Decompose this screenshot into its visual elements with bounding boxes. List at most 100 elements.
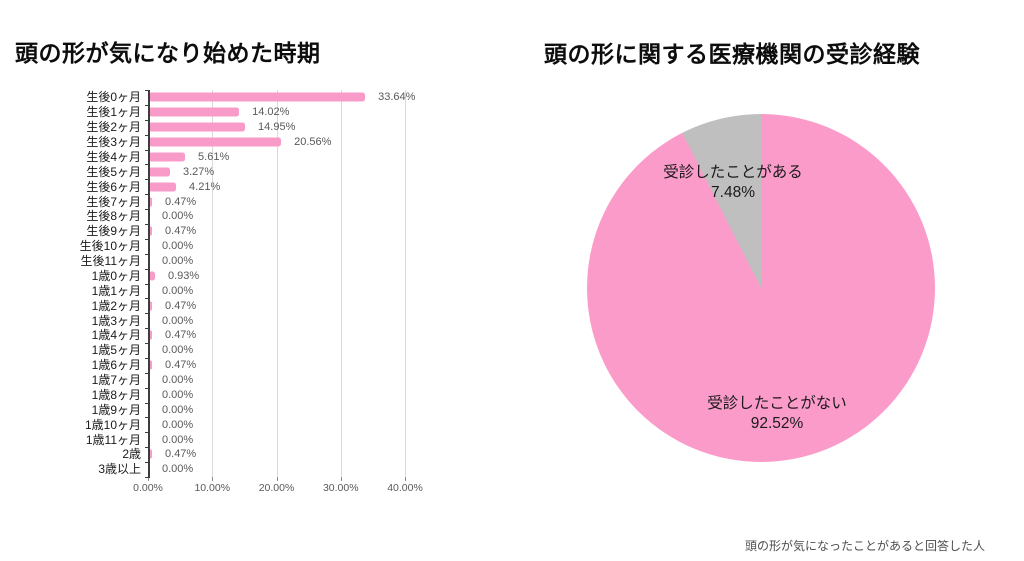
bar-row: 生後11ヶ月 0.00% bbox=[0, 254, 422, 269]
category-label: 生後7ヶ月 bbox=[86, 194, 141, 209]
value-label: 0.00% bbox=[162, 240, 194, 253]
x-axis-tick-label: 10.00% bbox=[194, 482, 231, 494]
x-axis-tick bbox=[212, 477, 214, 481]
pie-slice-not-visited-name: 受診したことがない bbox=[707, 395, 847, 412]
bar-chart-title: 頭の形が気になり始めた時期 bbox=[15, 40, 321, 66]
value-label: 0.47% bbox=[165, 299, 197, 312]
y-axis-tick bbox=[145, 313, 149, 315]
category-label: 1歳2ヶ月 bbox=[91, 298, 141, 313]
bar-track: 14.02% bbox=[149, 105, 422, 120]
category-label: 生後4ヶ月 bbox=[86, 149, 141, 164]
y-axis-tick bbox=[145, 119, 149, 121]
category-label: 3歳以上 bbox=[98, 462, 141, 477]
bar-row: 1歳1ヶ月 0.00% bbox=[0, 283, 422, 298]
y-axis-tick bbox=[145, 477, 149, 478]
value-label: 14.95% bbox=[258, 121, 296, 134]
bar-track: 0.00% bbox=[149, 343, 422, 358]
y-axis-tick bbox=[145, 90, 149, 91]
y-axis-tick bbox=[145, 387, 149, 389]
value-label: 0.00% bbox=[162, 374, 194, 387]
footnote: 頭の形が気になったことがあると回答した人 bbox=[744, 539, 985, 553]
value-label: 0.00% bbox=[162, 284, 194, 297]
bar-track: 0.93% bbox=[149, 269, 422, 284]
y-axis-tick bbox=[145, 104, 149, 106]
category-label: 1歳6ヶ月 bbox=[91, 358, 141, 373]
value-label: 33.64% bbox=[378, 91, 416, 104]
pie-chart-title: 頭の形に関する医療機関の受診経験 bbox=[544, 41, 920, 67]
value-label: 0.00% bbox=[162, 433, 194, 446]
y-axis-tick bbox=[145, 402, 149, 404]
category-label: 1歳7ヶ月 bbox=[91, 373, 141, 388]
bar-track: 0.47% bbox=[149, 194, 422, 209]
category-label: 生後3ヶ月 bbox=[86, 135, 141, 150]
gridline bbox=[276, 90, 278, 477]
bar-row: 生後3ヶ月 20.56% bbox=[0, 135, 422, 150]
bar-track: 0.00% bbox=[149, 402, 422, 417]
value-label: 3.27% bbox=[183, 165, 215, 178]
category-label: 1歳5ヶ月 bbox=[91, 343, 141, 358]
y-axis-tick bbox=[145, 164, 149, 166]
bar-track: 0.47% bbox=[149, 298, 422, 313]
bar bbox=[149, 271, 155, 281]
value-label: 0.47% bbox=[165, 359, 197, 372]
x-axis-tick bbox=[340, 477, 342, 481]
pie-slice-label-visited: 受診したことがある 7.48% bbox=[663, 163, 803, 202]
value-label: 0.93% bbox=[167, 269, 200, 282]
value-label: 14.02% bbox=[252, 106, 290, 119]
y-axis-tick bbox=[145, 343, 149, 345]
bar-row: 1歳7ヶ月 0.00% bbox=[0, 373, 422, 388]
value-label: 0.00% bbox=[162, 314, 194, 327]
bar bbox=[149, 152, 186, 162]
bar bbox=[149, 137, 282, 147]
bar bbox=[149, 182, 177, 192]
bar-row: 生後7ヶ月 0.47% bbox=[0, 194, 422, 209]
y-axis-tick bbox=[145, 283, 149, 285]
y-axis-tick bbox=[145, 447, 149, 449]
pie-slice-label-not-visited: 受診したことがない 92.52% bbox=[707, 394, 847, 433]
value-label: 0.00% bbox=[162, 210, 194, 223]
bar-track: 0.00% bbox=[149, 388, 422, 403]
bar-row: 1歳6ヶ月 0.47% bbox=[0, 358, 422, 373]
bar-row: 1歳2ヶ月 0.47% bbox=[0, 298, 422, 313]
bar-row: 生後10ヶ月 0.00% bbox=[0, 239, 422, 254]
category-label: 1歳11ヶ月 bbox=[85, 432, 141, 447]
value-label: 0.47% bbox=[165, 195, 197, 208]
bar-track: 3.27% bbox=[149, 164, 422, 179]
category-label: 生後10ヶ月 bbox=[79, 239, 141, 254]
value-label: 0.00% bbox=[162, 255, 194, 268]
bar bbox=[149, 122, 246, 132]
pie-slice-visited-percent: 7.48% bbox=[711, 183, 755, 201]
category-label: 生後1ヶ月 bbox=[86, 105, 141, 120]
gridline bbox=[340, 90, 342, 477]
bar-track: 0.00% bbox=[149, 313, 422, 328]
bar-track: 0.47% bbox=[149, 447, 422, 462]
y-axis-tick bbox=[145, 268, 149, 270]
pie-chart bbox=[587, 114, 935, 462]
bar-row: 1歳3ヶ月 0.00% bbox=[0, 313, 422, 328]
category-label: 生後5ヶ月 bbox=[86, 164, 141, 179]
bar-row: 1歳11ヶ月 0.00% bbox=[0, 432, 422, 447]
x-axis-tick-label: 20.00% bbox=[258, 482, 295, 494]
bar-row: 生後6ヶ月 4.21% bbox=[0, 179, 422, 194]
gridline bbox=[405, 90, 406, 477]
y-axis-tick bbox=[145, 372, 149, 374]
y-axis-tick bbox=[145, 253, 149, 255]
bar-row: 生後0ヶ月 33.64% bbox=[0, 90, 422, 105]
bar bbox=[149, 107, 240, 117]
bar bbox=[149, 226, 153, 236]
bar-row: 1歳5ヶ月 0.00% bbox=[0, 343, 422, 358]
bar-track: 33.64% bbox=[149, 90, 422, 105]
value-label: 0.00% bbox=[162, 463, 194, 476]
y-axis-tick bbox=[145, 149, 149, 151]
value-label: 0.00% bbox=[162, 418, 194, 431]
bar bbox=[149, 330, 153, 340]
bar-chart-rows: 生後0ヶ月 33.64% 生後1ヶ月 14.02% 生後2ヶ月 14.95% 生後3ヶ月 20… bbox=[0, 90, 422, 477]
category-label: 1歳3ヶ月 bbox=[91, 313, 141, 328]
bar bbox=[149, 360, 153, 370]
y-axis-tick bbox=[145, 462, 149, 464]
category-label: 1歳8ヶ月 bbox=[91, 387, 141, 402]
bar-row: 生後5ヶ月 3.27% bbox=[0, 164, 422, 179]
y-axis-tick bbox=[145, 328, 149, 330]
category-label: 生後6ヶ月 bbox=[86, 179, 141, 194]
